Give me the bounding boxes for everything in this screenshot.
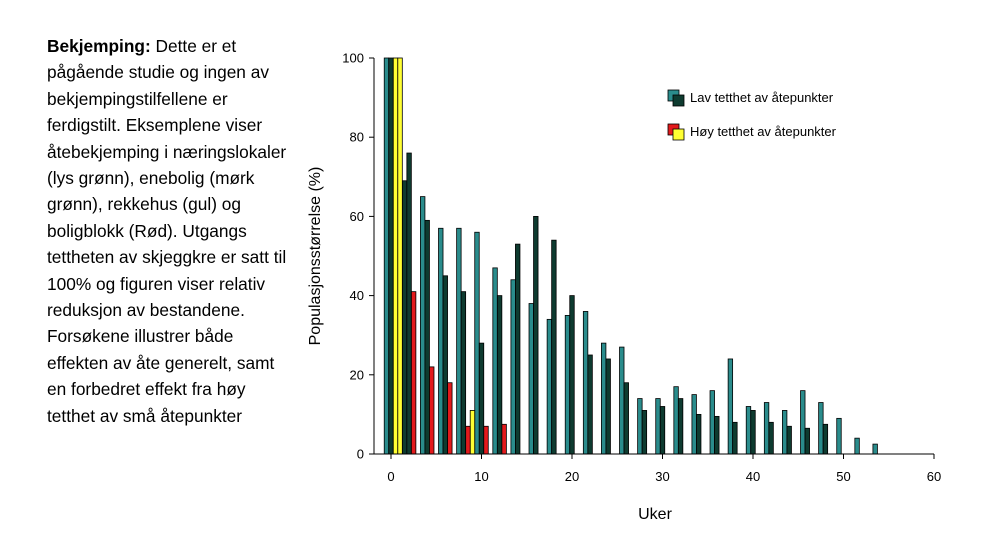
bar [546,318,553,455]
caption-heading: Bekjemping: [47,36,151,56]
legend-swatch-front [672,128,685,141]
bar [786,425,792,455]
bar [637,398,643,455]
bar [492,267,498,455]
x-tick-label: 20 [565,469,579,484]
y-axis-label: Populasjonsstørrelse (%) [307,167,324,346]
x-axis-label: Uker [638,506,672,523]
bar [383,57,390,455]
bar [732,421,738,455]
bar [483,425,489,455]
bar [836,417,842,455]
bar [587,354,593,455]
bar [429,366,435,455]
bar [750,410,756,455]
bar [460,291,467,455]
bar [822,423,829,455]
bar [623,382,629,455]
bar [456,227,462,455]
bar [605,358,611,455]
y-tick-label: 100 [342,51,364,66]
bar [709,390,715,455]
y-tick-label: 0 [357,447,364,462]
bar [619,346,625,455]
bar [659,406,666,455]
bar [469,410,476,455]
bar [655,398,661,455]
axes-group [373,58,934,455]
bar [478,342,485,455]
bar [510,279,516,455]
y-tick-label: 80 [350,130,364,145]
bar [714,415,720,455]
bar [401,180,408,455]
x-tick-label: 10 [474,469,488,484]
bar [768,421,774,455]
bar [424,219,430,455]
bar [447,382,453,455]
bar [564,314,571,455]
legend-label: Høy tetthet av åtepunkter [690,124,837,139]
bar [673,386,679,455]
bar [804,427,810,455]
bars-group [383,57,878,455]
legend: Lav tetthet av åtepunkter Høy tetthet av … [667,89,837,141]
bar [438,227,444,455]
bar [677,398,684,455]
bar [782,410,788,455]
bar [569,295,575,455]
bar [745,406,752,455]
bar [465,425,471,455]
caption-text: Bekjemping: Dette er et pågående studie … [47,33,297,429]
bar [410,291,417,455]
bar [420,196,426,455]
bar [397,57,403,455]
x-tick-label: 40 [746,469,760,484]
bar [601,342,607,455]
bar [442,275,448,455]
bar [551,239,557,455]
bar [501,423,507,455]
y-tick-label: 60 [350,209,364,224]
bar [496,295,503,455]
bar [474,231,480,455]
bar [872,443,878,455]
ticks-group: 0 20 40 60 80 100 0 10 20 30 40 50 60 [342,51,941,485]
caption-body: Dette er et pågående studie og ingen av … [47,36,287,426]
bar [800,390,806,455]
bar [582,311,589,455]
bar [406,152,412,455]
x-tick-label: 0 [387,469,394,484]
bar [696,413,702,455]
x-tick-label: 50 [836,469,850,484]
legend-label: Lav tetthet av åtepunkter [690,90,834,105]
x-tick-label: 60 [927,469,941,484]
bar [641,410,648,455]
bar [727,358,734,455]
bar [392,57,399,455]
bar [528,303,534,455]
x-tick-label: 30 [655,469,669,484]
y-tick-label: 20 [350,367,364,382]
bar [763,402,770,455]
bar [854,437,860,455]
legend-swatch-front [672,94,685,107]
y-tick-label: 40 [350,288,364,303]
bar [515,243,521,455]
bar [533,215,539,455]
bar [818,402,824,455]
bar [691,394,697,455]
bar [388,57,394,455]
